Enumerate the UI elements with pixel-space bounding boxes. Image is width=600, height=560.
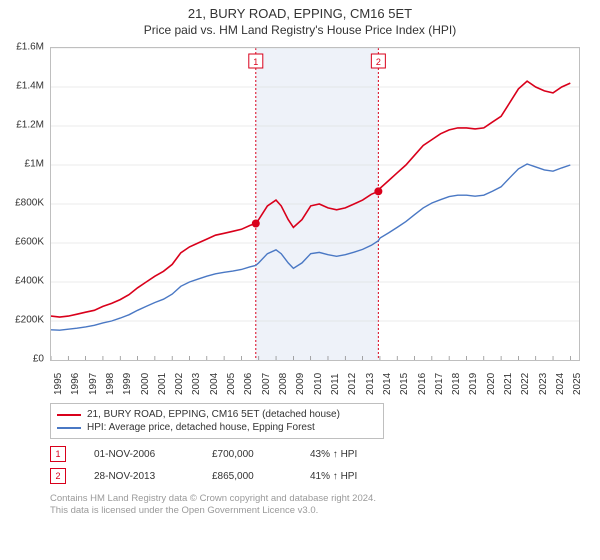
x-tick-label: 2014 [382, 373, 393, 395]
x-tick-label: 2003 [191, 373, 202, 395]
x-tick-label: 2005 [226, 373, 237, 395]
x-tick-label: 2002 [174, 373, 185, 395]
legend: 21, BURY ROAD, EPPING, CM16 5ET (detache… [50, 403, 384, 439]
x-tick-label: 1999 [122, 373, 133, 395]
y-axis-labels: £0£200K£400K£600K£800K£1M£1.2M£1.4M£1.6M [0, 41, 48, 361]
x-tick-label: 2018 [451, 373, 462, 395]
cell-delta: 43% ↑ HPI [310, 449, 357, 460]
legend-swatch [57, 427, 81, 429]
marker-icon: 2 [50, 468, 66, 484]
svg-text:1: 1 [253, 57, 258, 67]
y-tick-label: £600K [15, 237, 44, 248]
x-tick-label: 2023 [538, 373, 549, 395]
table-row: 1 01-NOV-2006 £700,000 43% ↑ HPI [50, 443, 592, 465]
chart-area: £0 £200K £400K £600K £800K £1M £1.2M £1.4M £1.6M… [0, 41, 600, 401]
cell-price: £865,000 [212, 471, 282, 482]
x-tick-label: 2006 [243, 373, 254, 395]
y-tick-label: £0 [33, 354, 44, 365]
x-tick-label: 2022 [520, 373, 531, 395]
cell-date: 01-NOV-2006 [94, 449, 184, 460]
y-tick-label: £400K [15, 276, 44, 287]
sales-table: 1 01-NOV-2006 £700,000 43% ↑ HPI 2 28-NO… [50, 443, 592, 487]
x-tick-label: 2012 [347, 373, 358, 395]
x-tick-label: 2010 [313, 373, 324, 395]
x-tick-label: 2000 [140, 373, 151, 395]
footer-line: Contains HM Land Registry data © Crown c… [50, 493, 592, 505]
cell-delta: 41% ↑ HPI [310, 471, 357, 482]
legend-swatch [57, 414, 81, 416]
x-tick-label: 2004 [209, 373, 220, 395]
x-tick-label: 2021 [503, 373, 514, 395]
x-tick-label: 2015 [399, 373, 410, 395]
x-tick-label: 1998 [105, 373, 116, 395]
y-tick-label: £800K [15, 198, 44, 209]
chart-container: 21, BURY ROAD, EPPING, CM16 5ET Price pa… [0, 0, 600, 560]
y-tick-label: £200K [15, 315, 44, 326]
x-tick-label: 2009 [295, 373, 306, 395]
x-tick-label: 1996 [70, 373, 81, 395]
legend-label: 21, BURY ROAD, EPPING, CM16 5ET (detache… [87, 409, 340, 420]
x-tick-label: 2007 [261, 373, 272, 395]
x-tick-label: 2017 [434, 373, 445, 395]
marker-icon: 1 [50, 446, 66, 462]
x-tick-label: 1997 [88, 373, 99, 395]
x-tick-label: 2025 [572, 373, 583, 395]
page-title: 21, BURY ROAD, EPPING, CM16 5ET [0, 0, 600, 21]
x-tick-label: 2008 [278, 373, 289, 395]
x-tick-label: 1995 [53, 373, 64, 395]
page-subtitle: Price paid vs. HM Land Registry's House … [0, 21, 600, 41]
svg-text:2: 2 [376, 57, 381, 67]
legend-item: HPI: Average price, detached house, Eppi… [57, 421, 377, 434]
y-tick-label: £1M [25, 159, 44, 170]
plot-svg: 12 [51, 48, 579, 360]
x-tick-label: 2016 [417, 373, 428, 395]
x-tick-label: 2013 [365, 373, 376, 395]
legend-item: 21, BURY ROAD, EPPING, CM16 5ET (detache… [57, 408, 377, 421]
x-tick-label: 2020 [486, 373, 497, 395]
x-tick-label: 2011 [330, 373, 341, 395]
table-row: 2 28-NOV-2013 £865,000 41% ↑ HPI [50, 465, 592, 487]
cell-date: 28-NOV-2013 [94, 471, 184, 482]
x-tick-label: 2019 [468, 373, 479, 395]
x-tick-label: 2001 [157, 373, 168, 395]
cell-price: £700,000 [212, 449, 282, 460]
plot-area: 12 [50, 47, 580, 361]
footer-line: This data is licensed under the Open Gov… [50, 505, 592, 517]
y-tick-label: £1.2M [16, 120, 44, 131]
y-tick-label: £1.6M [16, 42, 44, 53]
x-tick-label: 2024 [555, 373, 566, 395]
x-axis-labels: 1995 1996 1997 1998 1999 2000 2001 2002 2003 2004… [50, 365, 580, 401]
legend-label: HPI: Average price, detached house, Eppi… [87, 422, 315, 433]
footer: Contains HM Land Registry data © Crown c… [50, 493, 592, 518]
y-tick-label: £1.4M [16, 81, 44, 92]
